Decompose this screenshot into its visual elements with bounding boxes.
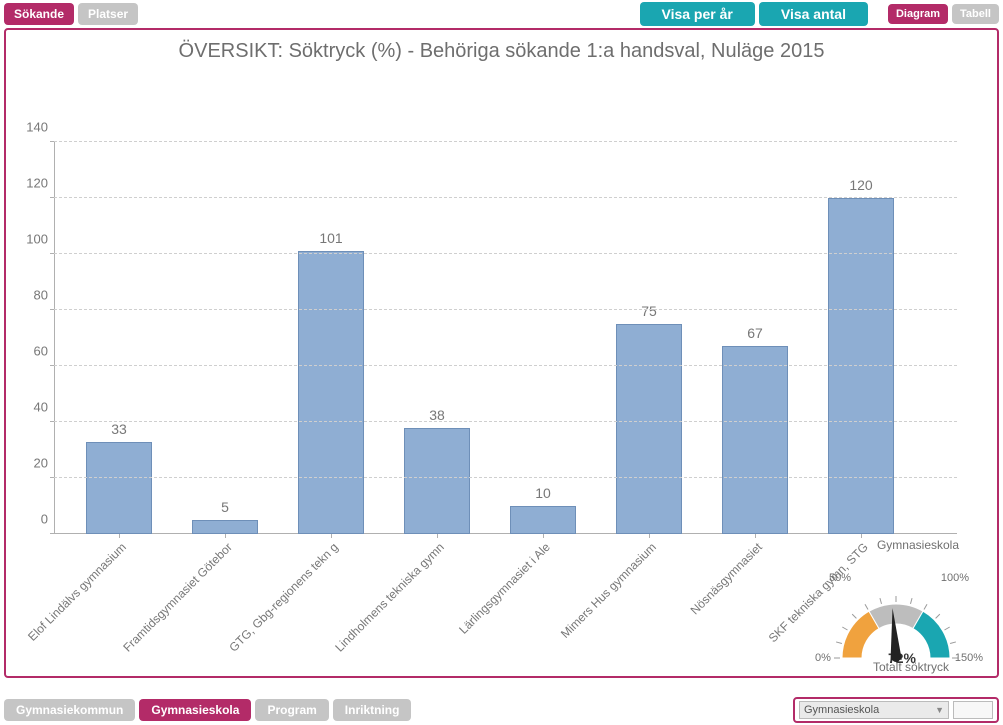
tab-gymnasieskola[interactable]: Gymnasieskola [139, 699, 251, 721]
bar[interactable]: 101 [298, 251, 364, 534]
y-tick [50, 197, 54, 198]
btn-visa-antal[interactable]: Visa antal [759, 2, 868, 26]
tab-inriktning[interactable]: Inriktning [333, 699, 412, 721]
gauge: 0% 50% 100% 150% 72% Totalt söktryck [811, 570, 981, 674]
gauge-tick-0: 0% [815, 652, 831, 664]
bar[interactable]: 67 [722, 346, 788, 534]
bar-value-label: 67 [747, 325, 763, 341]
x-tick [331, 534, 332, 538]
x-axis-title: Gymnasieskola [877, 538, 959, 552]
bar-value-label: 101 [319, 230, 342, 246]
gridline [54, 309, 957, 310]
gridline [54, 365, 957, 366]
select-gymnasieskola[interactable]: Gymnasieskola ▼ [799, 701, 949, 719]
x-category-label: Framtidsgymnasiet Götebor [120, 540, 235, 655]
chevron-down-icon: ▼ [935, 705, 944, 715]
tab-gymnasiekommun[interactable]: Gymnasiekommun [4, 699, 135, 721]
x-category-label: Nösnäsgymnasiet [688, 540, 765, 617]
y-tick-label: 140 [26, 120, 48, 135]
x-tick [225, 534, 226, 538]
chart-panel: ÖVERSIKT: Söktryck (%) - Behöriga sökand… [4, 28, 999, 678]
gridline [54, 477, 957, 478]
btn-tabell[interactable]: Tabell [952, 4, 999, 24]
x-category-label: Elof Lindälvs gymnasium [25, 540, 129, 644]
y-tick [50, 253, 54, 254]
x-tick [543, 534, 544, 538]
y-tick-label: 100 [26, 232, 48, 247]
bars-container: 33510138107567120 [54, 142, 957, 534]
x-category-label: Lärlingsgymnasiet i Ale [456, 540, 553, 637]
gauge-tick-50: 50% [829, 572, 851, 584]
bar-value-label: 5 [221, 499, 229, 515]
bar-value-label: 120 [849, 177, 872, 193]
bar[interactable]: 38 [404, 428, 470, 534]
x-tick [437, 534, 438, 538]
bar-chart: 33510138107567120 Gymnasieskola 02040608… [54, 142, 957, 534]
bar[interactable]: 75 [616, 324, 682, 534]
y-tick [50, 533, 54, 534]
y-tick-label: 60 [34, 344, 48, 359]
gridline [54, 421, 957, 422]
gauge-tick-100: 100% [941, 572, 969, 584]
x-tick [861, 534, 862, 538]
x-category-label: GTG, Gbg-regionens tekn g [226, 540, 341, 655]
select-value: Gymnasieskola [804, 704, 879, 716]
x-category-label: Lindholmens tekniska gymn [332, 540, 447, 655]
gauge-tick-150: 150% [955, 652, 983, 664]
y-tick [50, 477, 54, 478]
y-tick [50, 141, 54, 142]
bar[interactable]: 10 [510, 506, 576, 534]
select-box: Gymnasieskola ▼ [793, 697, 999, 723]
chart-title: ÖVERSIKT: Söktryck (%) - Behöriga sökand… [6, 30, 997, 67]
tab-sokande[interactable]: Sökande [4, 3, 74, 25]
gridline [54, 141, 957, 142]
x-tick [649, 534, 650, 538]
y-tick-label: 20 [34, 456, 48, 471]
bar[interactable]: 5 [192, 520, 258, 534]
x-tick [119, 534, 120, 538]
top-toolbar: Sökande Platser Visa per år Visa antal D… [0, 0, 1003, 28]
tab-platser[interactable]: Platser [78, 3, 138, 25]
y-tick [50, 421, 54, 422]
btn-diagram[interactable]: Diagram [888, 4, 948, 24]
y-tick-label: 0 [41, 512, 48, 527]
y-tick [50, 365, 54, 366]
y-tick [50, 309, 54, 310]
y-tick-label: 40 [34, 400, 48, 415]
bar[interactable]: 33 [86, 442, 152, 534]
x-category-label: Mimers Hus gymnasium [558, 540, 659, 641]
select-secondary[interactable] [953, 701, 993, 719]
x-tick [755, 534, 756, 538]
tab-program[interactable]: Program [255, 699, 328, 721]
bar-value-label: 10 [535, 485, 551, 501]
bottom-toolbar: Gymnasiekommun Gymnasieskola Program Inr… [0, 695, 1003, 725]
gridline [54, 253, 957, 254]
y-tick-label: 120 [26, 176, 48, 191]
y-tick-label: 80 [34, 288, 48, 303]
bar-value-label: 75 [641, 303, 657, 319]
bar-value-label: 33 [111, 421, 127, 437]
gridline [54, 197, 957, 198]
btn-visa-per-ar[interactable]: Visa per år [640, 2, 755, 26]
bar[interactable]: 120 [828, 198, 894, 534]
